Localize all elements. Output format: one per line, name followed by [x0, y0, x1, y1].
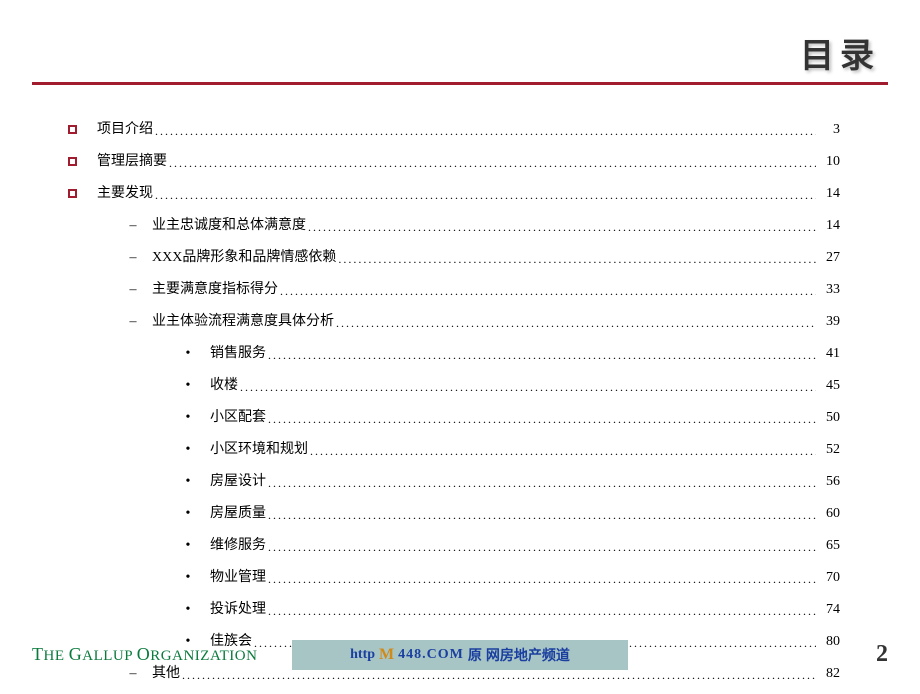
toc-leader — [336, 316, 816, 332]
toc-leader — [268, 604, 816, 620]
watermark-suffix: 网房地产频道 — [486, 645, 570, 665]
toc-page-number: 41 — [818, 346, 840, 362]
dot-bullet-icon: • — [184, 474, 192, 490]
toc-leader — [310, 444, 816, 460]
toc-row: • 房屋质量 60 — [184, 502, 840, 522]
toc-label: 项目介绍 — [97, 118, 153, 138]
toc-page-number: 60 — [818, 506, 840, 522]
watermark-domain: 448.COM — [398, 647, 464, 663]
dot-bullet-icon: • — [184, 410, 192, 426]
toc-row: • 收楼 45 — [184, 374, 840, 394]
page-title: 目录 — [800, 28, 880, 77]
toc-row: –主要满意度指标得分 33 — [128, 278, 840, 298]
toc-leader — [268, 412, 816, 428]
toc-label: XXX品牌形象和品牌情感依赖 — [152, 246, 336, 266]
toc-page-number: 27 — [818, 250, 840, 266]
toc-leader — [338, 252, 816, 268]
toc-page-number: 39 — [818, 314, 840, 330]
dot-bullet-icon: • — [184, 346, 192, 362]
toc-page-number: 50 — [818, 410, 840, 426]
toc-leader — [182, 668, 816, 684]
toc-label: 管理层摘要 — [97, 150, 167, 170]
table-of-contents: 项目介绍3管理层摘要10主要发现14–业主忠诚度和总体满意度14–XXX品牌形象… — [68, 118, 840, 694]
toc-page-number: 45 — [818, 378, 840, 394]
toc-row: • 销售服务 41 — [184, 342, 840, 362]
toc-row: 主要发现 14 — [68, 182, 840, 202]
toc-row: • 房屋设计 56 — [184, 470, 840, 490]
dash-bullet-icon: – — [128, 282, 138, 298]
dot-bullet-icon: • — [184, 538, 192, 554]
toc-label: 主要满意度指标得分 — [152, 278, 278, 298]
watermark-logo-icon: M — [379, 646, 394, 664]
dot-bullet-icon: • — [184, 602, 192, 618]
square-bullet-icon — [68, 189, 77, 198]
toc-label: 小区配套 — [210, 406, 266, 426]
toc-leader — [155, 188, 816, 204]
square-bullet-icon — [68, 125, 77, 134]
dot-bullet-icon: • — [184, 506, 192, 522]
title-divider — [32, 82, 888, 85]
toc-page-number: 56 — [818, 474, 840, 490]
dot-bullet-icon: • — [184, 570, 192, 586]
toc-row: • 维修服务 65 — [184, 534, 840, 554]
footer-org: THE GALLUP ORGANIZATION — [32, 644, 257, 665]
toc-page-number: 10 — [818, 154, 840, 170]
toc-leader — [268, 348, 816, 364]
toc-row: • 投诉处理 74 — [184, 598, 840, 618]
toc-label: 收楼 — [210, 374, 238, 394]
toc-label: 投诉处理 — [210, 598, 266, 618]
toc-page-number: 14 — [818, 186, 840, 202]
toc-row: –业主忠诚度和总体满意度 14 — [128, 214, 840, 234]
toc-label: 维修服务 — [210, 534, 266, 554]
toc-label: 房屋质量 — [210, 502, 266, 522]
dash-bullet-icon: – — [128, 218, 138, 234]
dash-bullet-icon: – — [128, 314, 138, 330]
toc-page-number: 14 — [818, 218, 840, 234]
page-number: 2 — [876, 641, 888, 668]
toc-row: • 小区配套 50 — [184, 406, 840, 426]
toc-page-number: 70 — [818, 570, 840, 586]
toc-row: –XXX品牌形象和品牌情感依赖 27 — [128, 246, 840, 266]
toc-label: 房屋设计 — [210, 470, 266, 490]
toc-label: 物业管理 — [210, 566, 266, 586]
toc-label: 主要发现 — [97, 182, 153, 202]
toc-row: 管理层摘要 10 — [68, 150, 840, 170]
toc-page-number: 3 — [818, 122, 840, 138]
toc-leader — [268, 508, 816, 524]
toc-leader — [308, 220, 816, 236]
toc-row: –业主体验流程满意度具体分析 39 — [128, 310, 840, 330]
toc-leader — [280, 284, 816, 300]
toc-leader — [155, 124, 816, 140]
toc-page-number: 33 — [818, 282, 840, 298]
toc-page-number: 65 — [818, 538, 840, 554]
toc-page-number: 52 — [818, 442, 840, 458]
toc-label: 小区环境和规划 — [210, 438, 308, 458]
watermark-http: http — [350, 647, 375, 663]
square-bullet-icon — [68, 157, 77, 166]
toc-row: • 小区环境和规划 52 — [184, 438, 840, 458]
dash-bullet-icon: – — [128, 250, 138, 266]
dot-bullet-icon: • — [184, 442, 192, 458]
toc-leader — [268, 540, 816, 556]
toc-label: 销售服务 — [210, 342, 266, 362]
toc-label: 业主忠诚度和总体满意度 — [152, 214, 306, 234]
footer: THE GALLUP ORGANIZATION http M 448.COM 原… — [32, 641, 888, 668]
footer-watermark: http M 448.COM 原 网房地产频道 — [292, 640, 628, 670]
toc-label: 业主体验流程满意度具体分析 — [152, 310, 334, 330]
dot-bullet-icon: • — [184, 378, 192, 394]
toc-leader — [240, 380, 816, 396]
toc-row: • 物业管理 70 — [184, 566, 840, 586]
toc-page-number: 74 — [818, 602, 840, 618]
document-page: 目录 项目介绍3管理层摘要10主要发现14–业主忠诚度和总体满意度14–XXX品… — [0, 0, 920, 690]
toc-leader — [169, 156, 816, 172]
toc-leader — [268, 572, 816, 588]
watermark-mid: 原 — [468, 645, 482, 665]
toc-page-number: 82 — [818, 666, 840, 682]
toc-leader — [268, 476, 816, 492]
dash-bullet-icon: – — [128, 666, 138, 682]
toc-row: 项目介绍 3 — [68, 118, 840, 138]
